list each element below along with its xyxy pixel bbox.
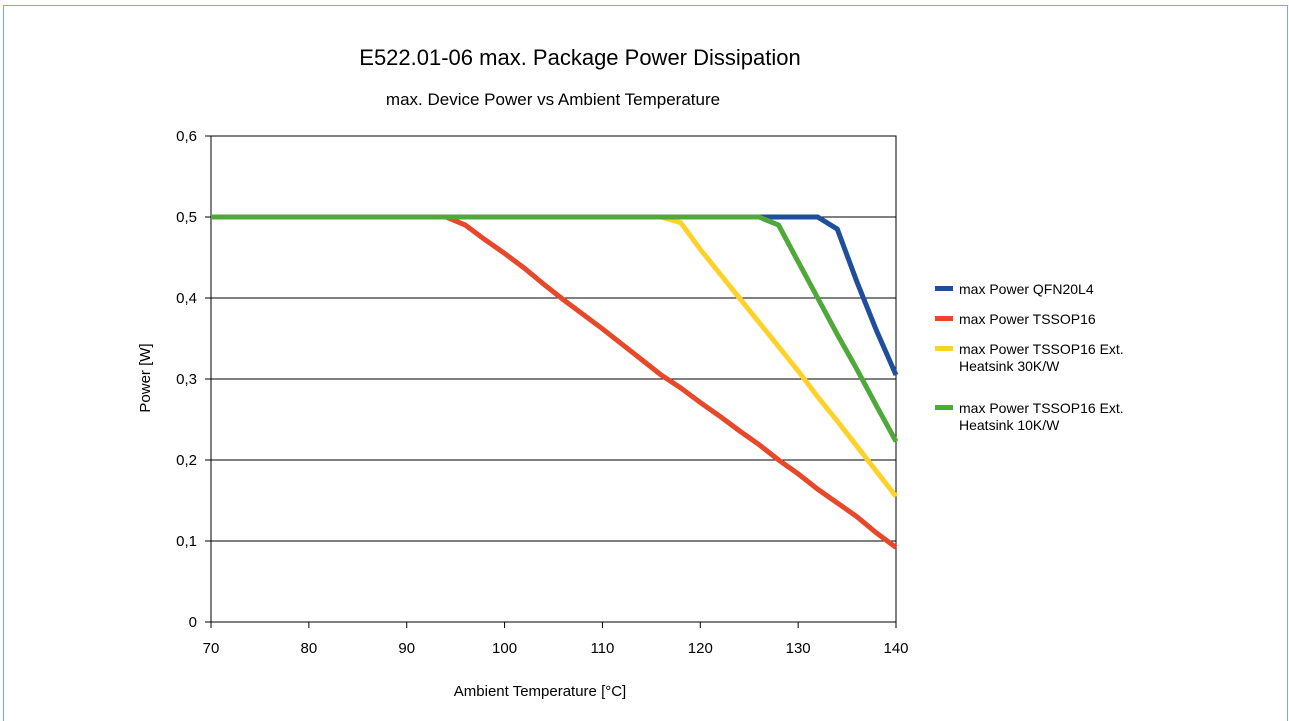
x-tick-label: 110: [590, 640, 614, 657]
x-axis-ticks: 70 80 90 100 110 120 130 140: [203, 622, 909, 657]
y-tick-label: 0: [189, 614, 197, 631]
chart-subtitle: max. Device Power vs Ambient Temperature: [386, 90, 720, 109]
y-tick-label: 0,4: [176, 290, 197, 307]
legend-swatch-2: [935, 316, 953, 321]
legend-label-2: max Power TSSOP16: [959, 311, 1096, 327]
legend-label-1: max Power QFN20L4: [959, 281, 1094, 297]
x-tick-label: 80: [301, 640, 318, 657]
legend-swatch-1: [935, 286, 953, 291]
x-tick-label: 120: [688, 640, 713, 657]
chart-title: E522.01-06 max. Package Power Dissipatio…: [359, 45, 800, 70]
y-axis-label: Power [W]: [137, 343, 154, 412]
x-axis-label: Ambient Temperature [°C]: [454, 683, 626, 700]
series-line-4: [211, 214, 899, 443]
series-lines: [211, 214, 899, 550]
y-axis-ticks: 0 0,1 0,2 0,3 0,4 0,5 0,6: [176, 128, 211, 631]
x-tick-label: 130: [786, 640, 811, 657]
y-tick-label: 0,2: [176, 452, 197, 469]
legend-swatch-4: [935, 405, 953, 410]
x-tick-label: 90: [398, 640, 415, 657]
legend-label-4: max Power TSSOP16 Ext. Heatsink 10K/W: [959, 400, 1124, 433]
legend-swatch-3: [935, 346, 953, 351]
legend-label-3: max Power TSSOP16 Ext. Heatsink 30K/W: [959, 341, 1124, 374]
x-tick-label: 70: [203, 640, 220, 657]
chart-frame: [3, 5, 1288, 721]
grid-lines: [211, 216, 896, 542]
series-line-2: [211, 214, 898, 550]
y-tick-label: 0,3: [176, 371, 197, 388]
y-tick-label: 0,1: [176, 533, 197, 550]
series-line-3: [211, 214, 898, 498]
legend: max Power QFN20L4 max Power TSSOP16 max Po…: [935, 281, 1124, 433]
series-line-1: [211, 214, 899, 377]
y-tick-label: 0,5: [176, 209, 197, 226]
x-tick-label: 140: [883, 640, 908, 657]
x-tick-label: 100: [492, 640, 517, 657]
y-tick-label: 0,6: [176, 128, 197, 145]
